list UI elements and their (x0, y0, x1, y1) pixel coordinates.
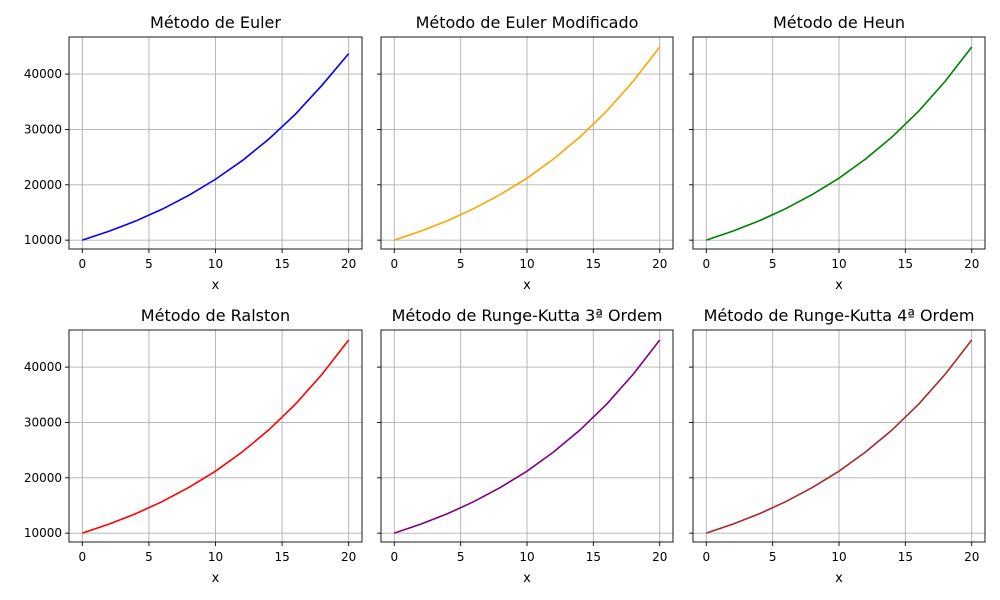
series-line (706, 46, 973, 241)
subplot-4: 0 5 10 15 20 10000 20000 30000 40000 Método de Ra… (24, 306, 363, 586)
x-axis-label: x (835, 571, 843, 586)
subplot-title: Método de Runge-Kutta 3ª Ordem (392, 306, 663, 325)
x-tick-label: 20 (964, 257, 979, 271)
series-line (82, 339, 350, 534)
x-tick-label: 20 (964, 550, 979, 564)
x-axis-label: x (212, 278, 220, 293)
x-tick-label: 10 (208, 550, 223, 564)
y-tick-label: 10000 (24, 233, 62, 247)
subplot-title: Método de Ralston (141, 306, 290, 325)
y-tick-label: 30000 (24, 122, 62, 136)
subplot-1: 0 5 10 15 20 10000 20000 30000 40000 Método de Eu… (24, 13, 363, 293)
y-tick-label: 10000 (24, 526, 62, 540)
series-line (394, 46, 661, 241)
x-tick-label: 20 (341, 257, 356, 271)
x-tick-label: 20 (652, 550, 667, 564)
subplot-2: 0 5 10 15 20 Método de Euler Modificado x (377, 13, 674, 293)
y-tick-label: 40000 (24, 67, 62, 81)
x-tick-label: 5 (145, 257, 153, 271)
x-tick-label: 15 (274, 550, 289, 564)
x-tick-label: 0 (78, 257, 86, 271)
series-line (82, 53, 350, 241)
subplot-6: 0 5 10 15 20 Método de Runge-Kutta 4ª Ordem x (689, 306, 986, 586)
x-tick-label: 5 (769, 550, 777, 564)
x-axis-label: x (523, 571, 531, 586)
x-tick-label: 5 (769, 257, 777, 271)
x-tick-label: 15 (274, 257, 289, 271)
y-tick-label: 20000 (24, 178, 62, 192)
x-tick-label: 20 (652, 257, 667, 271)
x-tick-label: 10 (519, 257, 534, 271)
series-line (706, 339, 973, 534)
subplot-5: 0 5 10 15 20 Método de Runge-Kutta 3ª Ordem x (377, 306, 674, 586)
x-tick-label: 5 (457, 257, 465, 271)
x-tick-label: 15 (586, 257, 601, 271)
x-tick-label: 5 (457, 550, 465, 564)
x-tick-label: 20 (341, 550, 356, 564)
x-tick-label: 0 (390, 257, 398, 271)
subplot-title: Método de Heun (773, 13, 905, 32)
y-tick-label: 20000 (24, 471, 62, 485)
x-tick-label: 10 (831, 550, 846, 564)
subplot-title: Método de Euler (150, 13, 281, 32)
x-tick-label: 0 (390, 550, 398, 564)
x-axis-label: x (835, 278, 843, 293)
x-axis-label: x (212, 571, 220, 586)
y-tick-label: 40000 (24, 360, 62, 374)
subplot-title: Método de Runge-Kutta 4ª Ordem (704, 306, 975, 325)
x-tick-label: 15 (586, 550, 601, 564)
x-tick-label: 15 (898, 550, 913, 564)
y-tick-label: 30000 (24, 415, 62, 429)
x-axis-label: x (523, 278, 531, 293)
x-tick-label: 10 (831, 257, 846, 271)
x-tick-label: 10 (519, 550, 534, 564)
x-tick-label: 5 (145, 550, 153, 564)
series-line (394, 339, 661, 534)
x-tick-label: 10 (208, 257, 223, 271)
subplot-title: Método de Euler Modificado (416, 13, 639, 32)
subplot-3: 0 5 10 15 20 Método de Heun x (689, 13, 986, 293)
x-tick-label: 0 (702, 257, 710, 271)
x-tick-label: 0 (78, 550, 86, 564)
x-tick-label: 15 (898, 257, 913, 271)
x-tick-label: 0 (702, 550, 710, 564)
